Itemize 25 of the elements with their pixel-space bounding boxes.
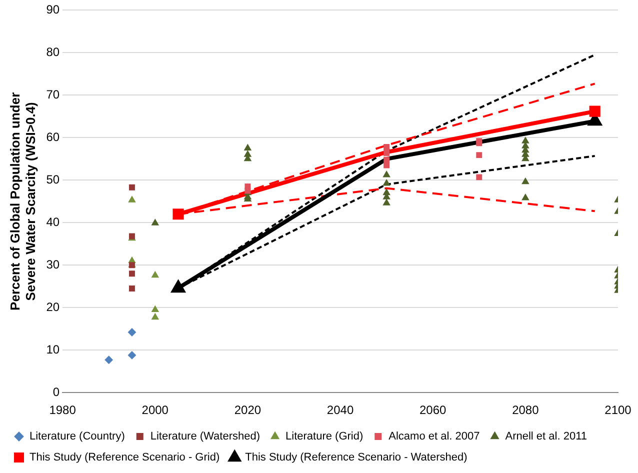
legend-label: This Study (Reference Scenario - Watershed) — [245, 452, 468, 464]
y-tick-label: 0 — [52, 384, 60, 399]
legend-label: Literature (Country) — [30, 430, 125, 443]
y-tick-label: 10 — [46, 342, 60, 356]
legend-label: Alcamo et al. 2007 — [388, 430, 480, 443]
legend-label: Literature (Watershed) — [150, 430, 260, 443]
y-tick-label: 50 — [46, 172, 60, 186]
y-tick-label: 20 — [46, 300, 60, 314]
legend-label: Literature (Grid) — [286, 430, 364, 443]
legend-label: Arnell et al. 2011 — [505, 430, 587, 443]
y-tick-label: 30 — [46, 257, 60, 272]
x-tick-label: 2000 — [142, 403, 169, 418]
x-tick-label: 1980 — [49, 403, 76, 418]
y-tick-label: 80 — [46, 45, 60, 59]
x-tick-label: 2100 — [604, 403, 632, 418]
y-tick-label: 40 — [46, 214, 60, 229]
y-tick-label: 60 — [46, 130, 60, 144]
x-tick-label: 2060 — [420, 403, 447, 418]
y-tick-label: 90 — [46, 2, 60, 17]
x-tick-label: 2080 — [512, 403, 540, 418]
x-tick-label: 2040 — [326, 403, 354, 418]
legend-label: This Study (Reference Scenario - Grid) — [30, 452, 220, 464]
y-tick-label: 70 — [46, 87, 60, 102]
y-axis-title: Percent of Global Population under Severe Water Scarcity (WSI>0.4) — [7, 92, 38, 310]
x-tick-label: 2020 — [234, 403, 262, 418]
